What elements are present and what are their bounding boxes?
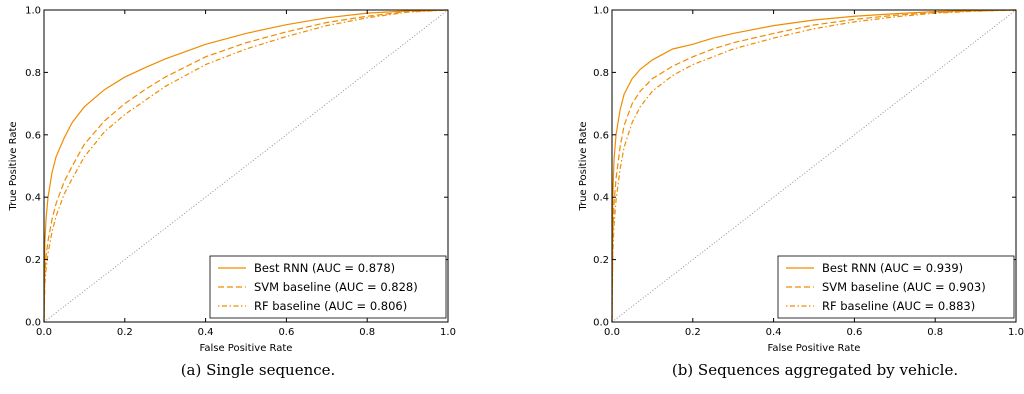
panel-caption: (a) Single sequence.	[181, 361, 336, 379]
legend-label: SVM baseline (AUC = 0.828)	[254, 280, 418, 294]
y-tick-label: 1.0	[593, 6, 609, 17]
roc-curve-dashdot	[611, 9, 1017, 323]
legend: Best RNN (AUC = 0.878) SVM baseline (AUC …	[209, 255, 447, 319]
plot-frame	[43, 9, 449, 323]
legend-label: SVM baseline (AUC = 0.903)	[822, 280, 986, 294]
roc-panel-single-sequence: 0.0 0.2 0.4 0.6 0.8 1.0 0.0 0.2 0.4 0.6 0.8 1.0 Fals…	[8, 6, 456, 380]
x-tick-label: 0.4	[198, 327, 214, 338]
chance-diagonal	[611, 9, 1017, 323]
roc-panel-aggregated-by-vehicle: 0.0 0.2 0.4 0.6 0.8 1.0 0.0 0.2 0.4 0.6 0.8 1.0 Fals…	[578, 6, 1024, 380]
legend-label: RF baseline (AUC = 0.883)	[822, 299, 975, 313]
panel-caption: (b) Sequences aggregated by vehicle.	[672, 361, 958, 379]
legend: Best RNN (AUC = 0.939) SVM baseline (AUC …	[777, 255, 1015, 319]
x-tick-label: 0.6	[846, 327, 862, 338]
y-tick-label: 0.2	[593, 255, 609, 266]
legend-box	[777, 255, 1015, 319]
legend-label: Best RNN (AUC = 0.939)	[822, 261, 963, 275]
y-axis-label: True Positive Rate	[8, 121, 19, 211]
x-tick-label: 0.8	[359, 327, 375, 338]
y-tick-label: 0.2	[25, 255, 41, 266]
legend-box	[209, 255, 447, 319]
y-tick-label: 0.4	[593, 193, 609, 204]
y-tick-label: 0.4	[25, 193, 41, 204]
roc-curve-dashed	[611, 9, 1017, 323]
y-tick-label: 1.0	[25, 6, 41, 17]
y-tick-label: 0.0	[593, 318, 609, 329]
plot-frame	[611, 9, 1017, 323]
x-tick-label: 0.2	[117, 327, 133, 338]
y-tick-label: 0.8	[593, 68, 609, 79]
legend-label: Best RNN (AUC = 0.878)	[254, 261, 395, 275]
y-tick-label: 0.8	[25, 68, 41, 79]
x-tick-label: 1.0	[440, 327, 456, 338]
y-tick-label: 0.6	[25, 130, 41, 141]
x-tick-label: 0.2	[685, 327, 701, 338]
x-tick-label: 0.8	[927, 327, 943, 338]
roc-curve-solid	[43, 9, 449, 323]
x-tick-label: 0.4	[766, 327, 782, 338]
x-tick-label: 0.0	[36, 327, 52, 338]
x-axis-label: False Positive Rate	[768, 343, 861, 354]
roc-curve-dashed	[43, 9, 449, 323]
x-tick-label: 0.0	[604, 327, 620, 338]
x-axis-label: False Positive Rate	[200, 343, 293, 354]
y-tick-label: 0.0	[25, 318, 41, 329]
x-tick-label: 1.0	[1008, 327, 1024, 338]
roc-curve-solid	[611, 9, 1017, 323]
y-axis-label: True Positive Rate	[578, 121, 589, 211]
legend-label: RF baseline (AUC = 0.806)	[254, 299, 407, 313]
chance-diagonal	[43, 9, 449, 323]
y-tick-label: 0.6	[593, 130, 609, 141]
x-tick-label: 0.6	[278, 327, 294, 338]
